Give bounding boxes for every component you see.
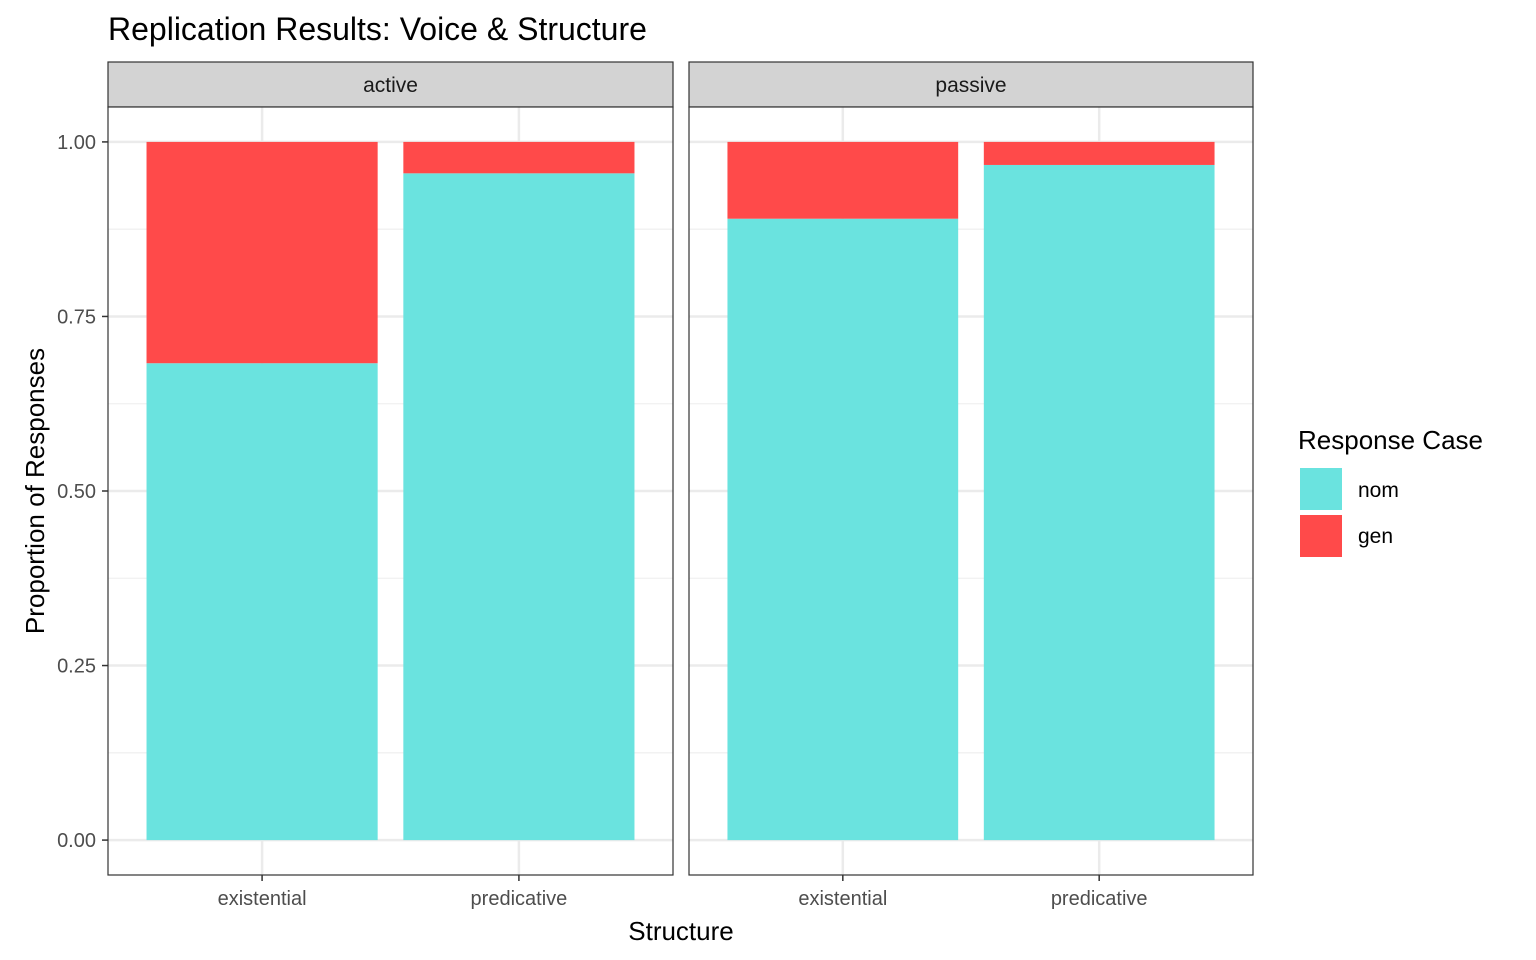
legend-key-gen: [1300, 515, 1342, 557]
strip-background: [107, 61, 674, 108]
x-tick-label: predicative: [471, 888, 568, 910]
panel-active: active existential predicative: [107, 61, 674, 910]
bar-nom-existential: [727, 218, 959, 841]
y-tick-label: 0.00: [57, 830, 96, 852]
legend-key-nom: [1300, 468, 1342, 510]
panel-border: [688, 106, 1254, 876]
y-tick-label: 0.25: [57, 656, 96, 678]
bar-gen-existential: [146, 141, 378, 364]
bar-gen-existential: [727, 141, 959, 219]
bar-gen-predicative: [983, 141, 1215, 165]
y-tick-label: 0.75: [57, 306, 96, 328]
bar-nom-existential: [146, 363, 378, 841]
y-axis-title: Proportion of Responses: [20, 348, 50, 634]
x-tick-label: existential: [798, 888, 887, 910]
bar-nom-predicative: [403, 173, 635, 841]
x-tick-label: existential: [218, 888, 307, 910]
legend-label-nom: nom: [1358, 479, 1399, 502]
strip-background: [688, 61, 1254, 108]
legend: Response Case nom gen: [1298, 425, 1483, 557]
y-tick-label: 1.00: [57, 132, 96, 154]
y-tick-label: 0.50: [57, 481, 96, 503]
panel-border: [107, 106, 674, 876]
panels: 0.00 0.25 0.50 0.75 1.00 active existential pre…: [57, 61, 1254, 910]
strip-label: passive: [935, 74, 1006, 97]
panel-passive: passive existential predicative: [688, 61, 1254, 910]
bar-gen-predicative: [403, 141, 635, 174]
strip-label: active: [363, 74, 418, 97]
x-axis-title: Structure: [628, 916, 734, 946]
x-tick-label: predicative: [1051, 888, 1148, 910]
legend-title: Response Case: [1298, 425, 1483, 455]
chart-title: Replication Results: Voice & Structure: [108, 11, 647, 47]
legend-label-gen: gen: [1358, 525, 1393, 548]
bar-nom-predicative: [983, 164, 1215, 841]
